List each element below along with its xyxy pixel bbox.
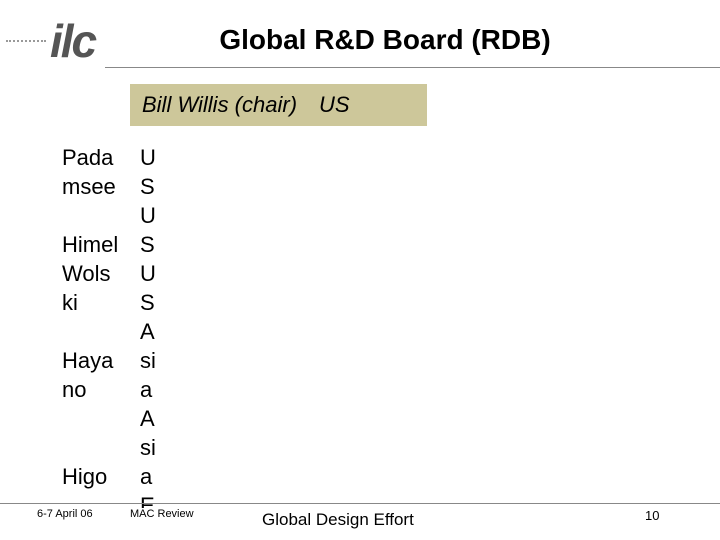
member-region: Asia [140,319,156,402]
member-name: Wolski [62,261,111,315]
member-region: US [140,261,156,315]
footer-event: MAC Review [130,508,194,520]
title-rule [105,67,720,68]
member-region: US [140,145,156,199]
footer-org: Global Design Effort [262,510,414,530]
member-name: Hayano [62,348,114,402]
member-row: Padamsee US [62,143,160,201]
slide-title: Global R&D Board (RDB) [219,24,551,55]
logo: ilc [50,15,97,67]
member-name: Himel [62,232,119,257]
member-row: Higo Asia [62,404,160,491]
logo-dots [6,40,46,42]
chair-name: Bill Willis (chair) [142,92,298,117]
member-name: Higo [62,464,108,489]
member-row: Hayano Asia [62,317,160,404]
chair-box: Bill Willis (chair) US [130,84,427,126]
page-number: 10 [645,508,660,523]
footer-date: 6-7 April 06 [37,508,93,520]
member-region: Asia [140,406,156,489]
chair-region: US [319,92,350,117]
member-row: Himel US [62,201,160,259]
footer-rule [0,503,720,504]
member-region: US [140,203,156,257]
member-name: Padamsee [62,145,116,199]
member-list: Padamsee US Himel US Wolski US Hayano Asia Higo A… [62,143,160,520]
member-row: Wolski US [62,259,160,317]
